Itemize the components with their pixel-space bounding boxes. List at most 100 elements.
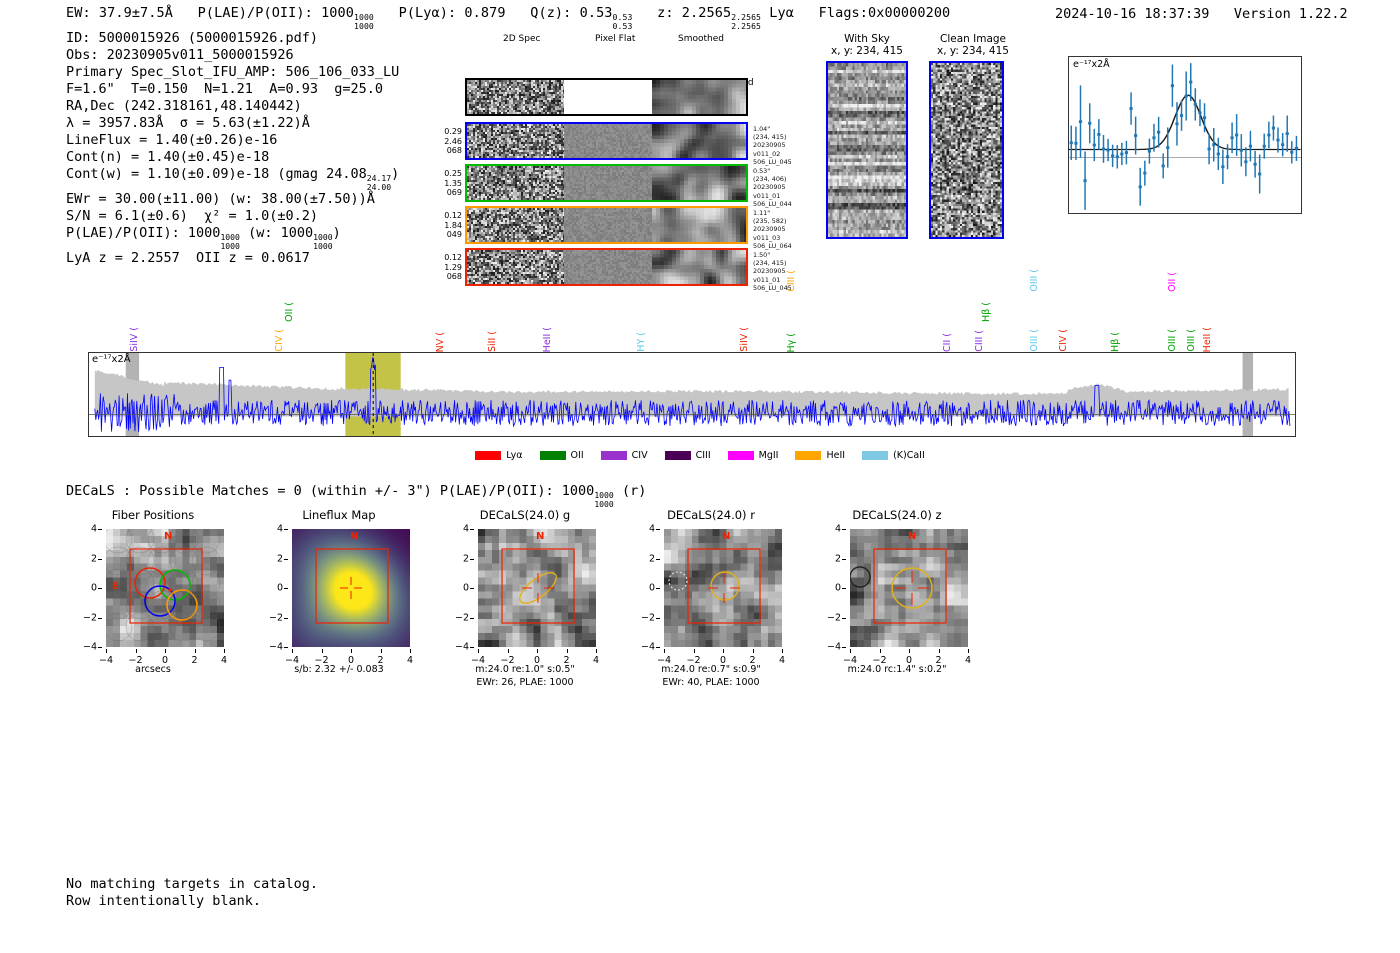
spec2d-right-label: (234, 415) [753,133,787,142]
cutout-ytick: −2 [454,612,469,623]
line-color-legend: Lyα OII CIV CIII MgII HeII (K)CaII [0,450,1400,461]
with-sky-coords: x, y: 234, 415 [831,45,903,57]
cutout-title: Fiber Positions [111,508,195,522]
emission-line-label: HeII ( [1201,326,1213,352]
cutout-image[interactable]: N [292,529,410,647]
spec2d-right-label: 1.50" [753,251,771,259]
cutout-ytick: 0 [462,582,469,594]
cutout-ytick: −2 [82,612,97,623]
cutout-xtick: −2 [686,655,701,666]
header-z-lo: 2.2565 [731,20,762,31]
info-plae: P(LAE)/P(OII): 1000 1000 1000 (w: 1000 1000… [66,224,341,251]
cutout-image[interactable]: N [664,529,782,647]
spec2d-right-label: 506_LU_045 [753,283,792,292]
full-spectrum-axes: e⁻¹⁷x2Å 02350036003700380039004000410042… [88,352,1296,437]
legend-item: OII [539,450,584,461]
spec2d-right-label: (234, 415) [753,259,787,268]
cutout-ytick-mark [656,617,660,619]
cutout-caption: m:24.0 re:1.0" s:0.5" EWr: 26, PLAE: 1000 [422,663,628,689]
cutout-ytick: −4 [454,641,469,653]
cutout-image[interactable]: N [850,529,968,647]
spectrum-svg [89,353,1295,436]
spec2d-right-label: 20230905 [753,141,786,150]
cutout-xtick: 0 [161,655,169,666]
header-plae-hi: 1000 [354,12,374,23]
spec2d-right-label: (235, 582) [753,217,787,226]
cutout-caption-line: EWr: 40, PLAE: 1000 [662,677,760,688]
cutout-xtick-mark [850,649,851,653]
cutout-xtick-mark [566,649,568,653]
spec2d-left-label: 2.46 [444,136,462,146]
cutout-overlay [501,548,575,624]
header-z: z: 2.2565 [657,5,732,21]
cutout-ytick: 4 [462,523,469,535]
cutout-title: DECaLS(24.0) r [667,508,755,522]
legend-item: HeII [795,450,845,461]
cutout-xtick-mark [507,649,509,653]
cutout-panel-decals-z: DECaLS(24.0) z N −4 −2 0 2 4 −4 −2 0 2 4 m:24.0 rc:1… [804,508,990,675]
info-ewr: EWr = 30.00(±11.00) (w: 38.00(±7.50))Å [66,190,375,207]
cutout-xtick: 2 [377,655,384,666]
cutout-xtick: −2 [500,655,515,666]
cutout-ytick-mark [284,558,288,560]
line-fit-axes: e⁻¹⁷x2Å −2−1012339203940396039804000 [1068,56,1302,214]
compass-east: E [112,581,119,592]
emission-line-label: OII ( [1166,272,1178,292]
weighted-sum-row [465,78,748,116]
legend-label: MgII [758,450,779,461]
cutout-y-axis: −4 −2 0 2 4 [246,524,288,653]
cutout-caption: m:24.0 rc:1.4" s:0.2" [794,663,1000,676]
spec2d-cell-2dspec [467,208,565,242]
spec2d-row-right-labels: 1.11" (235, 582) 20230905 v011_03 506_LU_064 [753,209,805,250]
spec2d-left-label: 069 [446,188,462,198]
spec2d-row-2: 0.25 1.35 069 0.53" (234, 406) 20230905 v011_0… [444,164,792,208]
cutout-ytick-mark [656,529,660,530]
spec2d-row-left-labels: 0.12 1.29 068 [428,253,462,282]
spec2d-right-label: 20230905 [753,183,786,192]
clean-image-coords: x, y: 234, 415 [937,45,1009,57]
cutout-xtick-mark [909,649,910,653]
cutout-ytick-mark [284,588,288,589]
cutout-ytick: −4 [82,641,97,653]
cutout-xtick-mark [292,649,293,653]
spec2d-right-label: 20230905 [753,267,786,276]
emission-line-label: SiIV ( [128,327,140,352]
cutout-xtick: −4 [470,655,486,666]
cutout-ytick: 4 [648,523,655,535]
cutout-ytick-mark [284,617,288,619]
spec2d-right-label: v011_01 [753,191,781,200]
legend-swatch [862,451,889,460]
with-sky-image [826,61,908,239]
spec2d-cell-2dspec [467,166,565,200]
cutout-ytick: 2 [90,553,97,564]
cutout-xtick-mark [194,649,196,653]
compass-north: N [722,531,731,542]
spec2d-cell-pixelflat [564,250,653,284]
spec2d-right-label: v011_01 [753,275,781,284]
info-primary-spec: Primary Spec_Slot_IFU_AMP: 506_106_033_L… [66,64,400,80]
cutout-ytick-mark [284,529,288,530]
footer-note: No matching targets in catalog. Row inte… [66,876,318,910]
spec2d-right-label: 1.11" [753,209,771,217]
emission-line-label: CIV ( [274,329,286,352]
cutout-xtick: −2 [872,655,887,666]
cutout-xtick: 4 [220,655,228,666]
cutout-panel-lineflux: Lineflux Map N −4 −2 0 2 4 −4 −2 0 2 4 s/b: 2.32 +/-… [246,508,432,675]
col-title-smoothed: Smoothed [678,34,724,44]
col-title-2dspec: 2D Spec [503,34,541,44]
footer-line-2: Row intentionally blank. [66,893,262,909]
cutout-xtick-mark [106,649,107,653]
legend-label: Lyα [506,450,523,461]
cutout-image[interactable]: N [478,529,596,647]
cutout-xtick: −2 [314,655,329,666]
cutout-ytick: −2 [268,612,283,623]
spec2d-cell-pixelflat [564,208,653,242]
detection-info-block: ID: 5000015926 (5000015926.pdf) Obs: 202… [66,30,399,267]
decals-filter: (r) [621,483,647,499]
cutout-title: DECaLS(24.0) z [852,508,942,522]
cutout-ytick: 4 [90,523,97,535]
legend-swatch [795,451,822,460]
info-sn-chi2: S/N = 6.1(±0.6) χ² = 1.0(±0.2) [66,207,318,224]
legend-item: (K)CaII [862,450,925,461]
